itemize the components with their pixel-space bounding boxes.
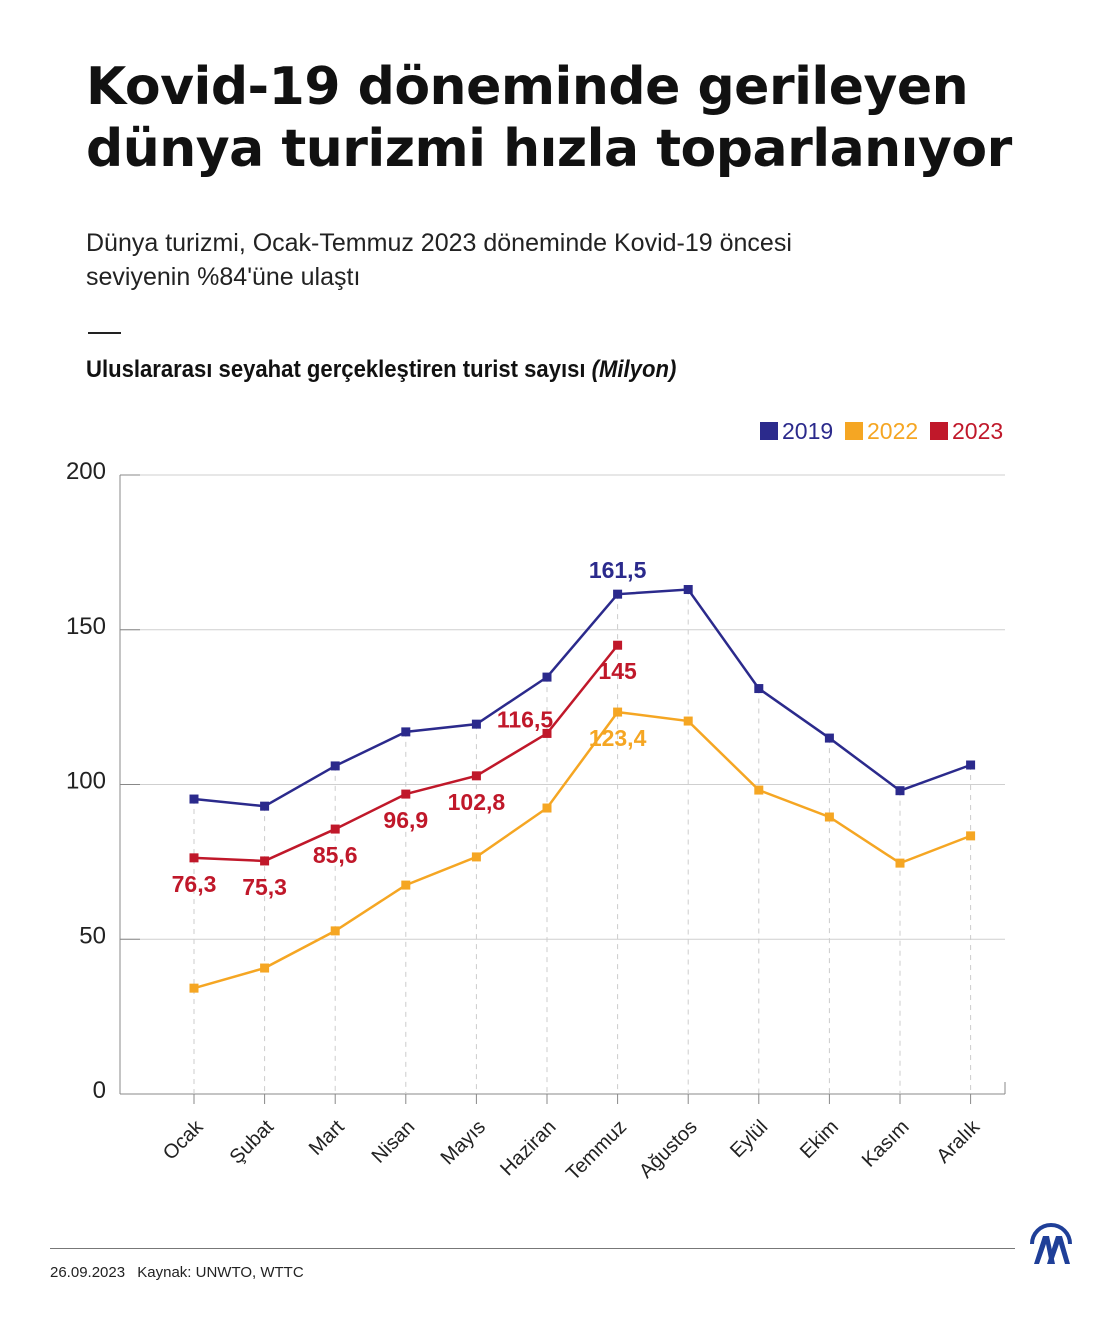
data-label-2023: 96,9 xyxy=(383,807,428,833)
footer-source: Kaynak: UNWTO, WTTC xyxy=(137,1264,304,1281)
footer-date: 26.09.2023 xyxy=(50,1264,126,1281)
data-point-2019 xyxy=(330,761,340,771)
data-point-2019 xyxy=(683,585,693,595)
chart-title-unit: (Milyon) xyxy=(591,356,677,383)
data-point-2019 xyxy=(189,794,199,804)
title-line-2: dünya turizmi hızla toparlanıyor xyxy=(86,119,1012,179)
y-tick-label: 150 xyxy=(66,613,106,640)
data-point-2022 xyxy=(754,785,764,795)
data-label-2023: 145 xyxy=(598,658,637,684)
data-point-2022 xyxy=(471,852,481,862)
data-point-2019 xyxy=(401,727,411,737)
data-label-2023: 116,5 xyxy=(497,706,553,732)
x-tick-label: Kasım xyxy=(858,1116,914,1172)
subtitle: Dünya turizmi, Ocak-Temmuz 2023 dönemind… xyxy=(86,226,792,294)
legend-label-2023: 2023 xyxy=(952,418,1003,444)
legend-label-2019: 2019 xyxy=(782,418,833,444)
x-tick-label: Nisan xyxy=(368,1116,420,1168)
series-line-2019 xyxy=(193,588,972,808)
data-point-2022 xyxy=(401,880,411,890)
x-tick-label: Ekim xyxy=(796,1116,843,1163)
data-point-2022 xyxy=(895,858,905,868)
data-point-2019 xyxy=(613,589,623,599)
data-point-2023 xyxy=(471,771,481,781)
data-point-2019 xyxy=(471,719,481,729)
data-point-2022 xyxy=(189,983,199,993)
data-point-2019 xyxy=(895,786,905,796)
data-label-2023: 75,3 xyxy=(242,874,287,900)
x-tick-label: Ağustos xyxy=(635,1116,702,1183)
legend-swatch-2022 xyxy=(845,422,863,440)
data-label-2023: 85,6 xyxy=(313,842,358,868)
data-label-2019: 161,5 xyxy=(589,557,647,583)
page-title: Kovid-19 döneminde gerileyen dünya turiz… xyxy=(86,56,1012,180)
x-tick-label: Eylül xyxy=(726,1116,772,1162)
data-point-2022 xyxy=(966,831,976,841)
series-line-2022 xyxy=(193,710,972,990)
aa-logo xyxy=(1030,1223,1072,1264)
title-line-1: Kovid-19 döneminde gerileyen xyxy=(86,57,969,117)
data-label-2023: 102,8 xyxy=(448,789,506,815)
data-label-2023: 76,3 xyxy=(172,871,217,897)
data-point-2022 xyxy=(824,812,834,822)
data-point-2023 xyxy=(401,789,411,799)
legend-swatch-2023 xyxy=(930,422,948,440)
x-tick-label: Mayıs xyxy=(437,1116,490,1169)
data-point-2023 xyxy=(189,853,199,863)
subtitle-line-1: Dünya turizmi, Ocak-Temmuz 2023 dönemind… xyxy=(86,229,792,257)
data-label-2022: 123,4 xyxy=(589,725,647,751)
data-point-2023 xyxy=(260,856,270,866)
footer-divider xyxy=(50,1248,1015,1249)
y-tick-label: 0 xyxy=(93,1077,106,1104)
data-point-2019 xyxy=(824,733,834,743)
chart-title: Uluslararası seyahat gerçekleştiren turi… xyxy=(86,356,676,384)
data-point-2019 xyxy=(260,801,270,811)
legend-swatch-2019 xyxy=(760,422,778,440)
y-tick-label: 200 xyxy=(66,458,106,485)
data-point-2022 xyxy=(613,707,623,717)
chart-title-text: Uluslararası seyahat gerçekleştiren turi… xyxy=(86,356,586,383)
x-tick-label: Aralık xyxy=(932,1115,984,1167)
data-point-2019 xyxy=(542,672,552,682)
data-point-2023 xyxy=(542,728,552,738)
data-point-2019 xyxy=(754,684,764,694)
x-tick-label: Temmuz xyxy=(562,1116,631,1185)
x-tick-label: Haziran xyxy=(496,1116,560,1180)
divider xyxy=(88,332,121,334)
subtitle-line-2: seviyenin %84'üne ulaştı xyxy=(86,263,361,291)
data-point-2022 xyxy=(260,963,270,973)
data-point-2022 xyxy=(542,803,552,813)
x-tick-label: Ocak xyxy=(159,1115,208,1164)
data-point-2023 xyxy=(330,824,340,834)
y-tick-label: 50 xyxy=(79,922,106,949)
data-point-2022 xyxy=(683,716,693,726)
x-tick-label: Şubat xyxy=(226,1116,279,1169)
x-tick-label: Mart xyxy=(305,1116,349,1160)
data-point-2022 xyxy=(330,926,340,936)
y-tick-label: 100 xyxy=(66,768,106,795)
data-point-2023 xyxy=(613,640,623,650)
legend-label-2022: 2022 xyxy=(867,418,918,444)
data-point-2019 xyxy=(966,760,976,770)
footer: 26.09.2023 Kaynak: UNWTO, WTTC xyxy=(50,1264,312,1281)
